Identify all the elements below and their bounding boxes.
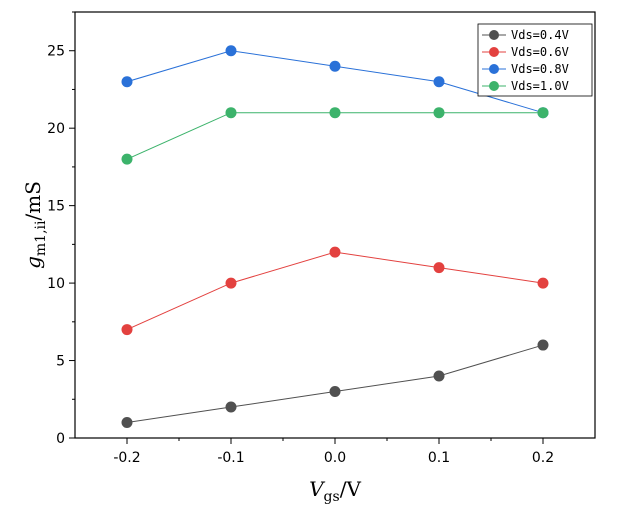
y-tick-label: 15 (47, 199, 65, 215)
data-point (537, 107, 549, 119)
y-tick-label: 0 (56, 431, 65, 447)
series-layer (121, 45, 549, 429)
data-point (433, 107, 445, 119)
series-1 (121, 339, 549, 429)
series-line (126, 112, 543, 160)
legend-entry: Vds=0.6V (482, 45, 569, 59)
legend-entry: Vds=0.4V (482, 28, 569, 42)
x-axis-label: Vgs/V (309, 477, 361, 505)
legend-entry: Vds=1.0V (482, 79, 569, 93)
legend-marker (489, 81, 499, 91)
y-tick-label: 10 (47, 276, 65, 292)
data-point (433, 76, 445, 88)
series-line (126, 344, 544, 424)
legend-label: Vds=0.6V (511, 45, 569, 59)
y-tick-label: 20 (47, 121, 65, 137)
x-tick-label: 0.1 (428, 450, 450, 466)
legend-marker (489, 47, 499, 57)
y-tick-label: 25 (47, 44, 65, 60)
y-tick-label: 5 (56, 354, 65, 370)
y-axis-label: gm1,ii/mS (21, 181, 49, 269)
legend: Vds=0.4V Vds=0.6V Vds=0.8V Vds=1.0V (477, 23, 593, 97)
series-line (126, 251, 544, 331)
data-point (433, 262, 445, 274)
legend-entry: Vds=0.8V (482, 62, 569, 76)
data-point (225, 401, 237, 413)
data-point (537, 277, 549, 289)
legend-label: Vds=0.8V (511, 62, 569, 76)
data-point (329, 107, 341, 119)
legend-marker (489, 64, 499, 74)
x-axis-label-sub: gs (324, 489, 340, 505)
x-tick-label: -0.1 (217, 450, 244, 466)
data-point (225, 107, 237, 119)
x-tick-label: -0.2 (113, 450, 140, 466)
data-point (225, 45, 237, 57)
data-point (121, 153, 133, 165)
legend-marker (489, 30, 499, 40)
series-2 (121, 246, 549, 336)
data-point (121, 417, 133, 429)
series-4 (121, 107, 549, 165)
legend-label: Vds=0.4V (511, 28, 569, 42)
data-point (225, 277, 237, 289)
data-point (121, 76, 133, 88)
legend-label: Vds=1.0V (511, 79, 569, 93)
x-axis-label-main: V (309, 477, 326, 501)
data-point (329, 246, 341, 258)
data-point (329, 386, 341, 398)
data-point (121, 324, 133, 336)
y-axis-label-rest: /mS (21, 181, 45, 220)
x-axis-label-rest: /V (340, 477, 362, 501)
x-tick-label: 0.0 (324, 450, 346, 466)
axes: -0.2 -0.1 0.0 0.1 0.2 0 5 10 15 20 25 (47, 11, 596, 466)
data-point (537, 339, 549, 351)
data-point (433, 370, 445, 382)
y-axis-label-main: g (21, 256, 45, 269)
x-tick-label: 0.2 (532, 450, 554, 466)
data-point (329, 60, 341, 72)
y-axis-label-sub: m1,ii (33, 220, 49, 256)
